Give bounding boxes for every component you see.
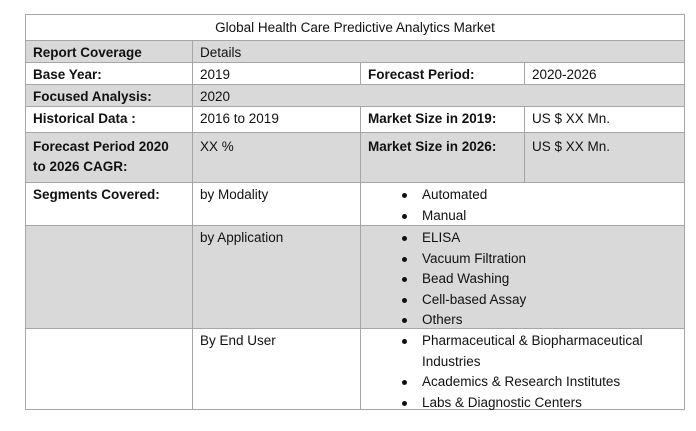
value: Details [192,40,685,63]
label: Historical Data : [25,106,193,133]
label: Report Coverage [25,40,193,63]
item: Automated [402,185,677,206]
label: Market Size in 2026: [360,132,525,183]
cell [25,328,193,410]
list: Pharmaceutical & Biopharmaceutical Indus… [368,331,677,413]
item: Pharmaceutical & Biopharmaceutical Indus… [402,331,677,372]
title: Global Health Care Predictive Analytics … [25,14,685,41]
label: Forecast Period 2020 to 2026 CAGR: [25,132,193,183]
label: Focused Analysis: [25,84,193,107]
cell [25,225,193,329]
item: Labs & Diagnostic Centers [402,393,677,414]
value: XX % [192,132,361,183]
item: Bead Washing [402,269,677,290]
item: Vacuum Filtration [402,249,677,270]
group-name: by Modality [192,182,361,226]
value: 2019 [192,62,361,85]
value: 2016 to 2019 [192,106,361,133]
item: ELISA [402,228,677,249]
group-items: Pharmaceutical & Biopharmaceutical Indus… [360,328,685,410]
group-items: ELISA Vacuum Filtration Bead Washing Cel… [360,225,685,329]
label: Forecast Period: [360,62,525,85]
label: Market Size in 2019: [360,106,525,133]
value: US $ XX Mn. [524,132,685,183]
value: 2020 [192,84,685,107]
label: Segments Covered: [25,182,193,226]
list: ELISA Vacuum Filtration Bead Washing Cel… [368,228,677,331]
item: Cell-based Assay [402,290,677,311]
list: Automated Manual [368,185,677,226]
group-name: By End User [192,328,361,410]
item: Others [402,310,677,331]
value: US $ XX Mn. [524,106,685,133]
group-items: Automated Manual [360,182,685,226]
group-name: by Application [192,225,361,329]
label: Base Year: [25,62,193,85]
value: 2020-2026 [524,62,685,85]
item: Academics & Research Institutes [402,372,677,393]
item: Manual [402,206,677,227]
